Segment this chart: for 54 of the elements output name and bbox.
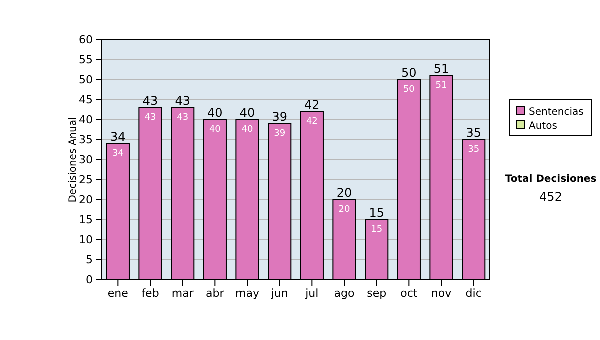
- x-tick-label: may: [236, 286, 260, 300]
- y-tick-label: 45: [79, 94, 93, 107]
- x-tick-label: abr: [206, 286, 225, 300]
- total-label: 34: [110, 130, 126, 144]
- data-label: 35: [468, 145, 480, 155]
- total-label: 39: [272, 110, 288, 124]
- data-label: 43: [177, 113, 189, 123]
- y-tick-label: 10: [79, 234, 93, 247]
- total-label: 43: [142, 94, 158, 108]
- x-tick-label: dic: [466, 286, 482, 300]
- data-label: 42: [306, 117, 318, 127]
- y-tick-label: 30: [79, 154, 93, 167]
- y-tick-label: 40: [79, 114, 93, 127]
- data-label: 51: [436, 81, 448, 91]
- y-tick-label: 55: [79, 54, 93, 67]
- data-label: 20: [338, 205, 350, 215]
- text: 452: [540, 190, 562, 204]
- y-axis-title: Decisiones Anual: [68, 117, 79, 203]
- y-tick-label: 35: [79, 134, 93, 147]
- total-label: 42: [304, 98, 320, 112]
- total-label: 35: [466, 126, 482, 140]
- y-tick-label: 50: [79, 74, 93, 87]
- total-label: 15: [369, 206, 384, 220]
- x-tick-label: oct: [400, 286, 418, 300]
- y-tick-label: 15: [79, 214, 93, 227]
- y-tick-label: 25: [79, 174, 93, 187]
- total-label: 40: [240, 106, 256, 120]
- total-label: 50: [402, 66, 417, 80]
- y-tick-label: 20: [79, 194, 93, 207]
- x-tick-label: nov: [431, 286, 452, 300]
- total-label: 43: [175, 94, 190, 108]
- y-tick-label: 0: [86, 274, 93, 287]
- x-tick-label: mar: [172, 286, 194, 300]
- data-label: 43: [144, 113, 156, 123]
- x-tick-label: jul: [304, 286, 319, 300]
- data-label: 15: [371, 225, 383, 235]
- legend-label: Sentencias: [529, 107, 584, 118]
- legend-label: Autos: [529, 121, 558, 132]
- x-tick-label: feb: [142, 286, 160, 300]
- data-label: 50: [403, 85, 416, 95]
- total-label: 20: [336, 186, 352, 200]
- text: Total Decisiones: [505, 174, 597, 185]
- total-label: 51: [434, 62, 450, 76]
- data-label: 40: [209, 125, 222, 135]
- x-tick-label: jun: [270, 286, 288, 300]
- x-tick-label: sep: [367, 286, 387, 300]
- total-label: 40: [208, 106, 223, 120]
- x-tick-label: ene: [108, 286, 129, 300]
- x-tick-label: ago: [334, 286, 355, 300]
- y-tick-label: 5: [86, 254, 93, 267]
- data-label: 34: [112, 149, 124, 159]
- data-label: 39: [274, 129, 286, 139]
- y-tick-label: 60: [79, 34, 93, 47]
- data-label: 40: [242, 125, 254, 135]
